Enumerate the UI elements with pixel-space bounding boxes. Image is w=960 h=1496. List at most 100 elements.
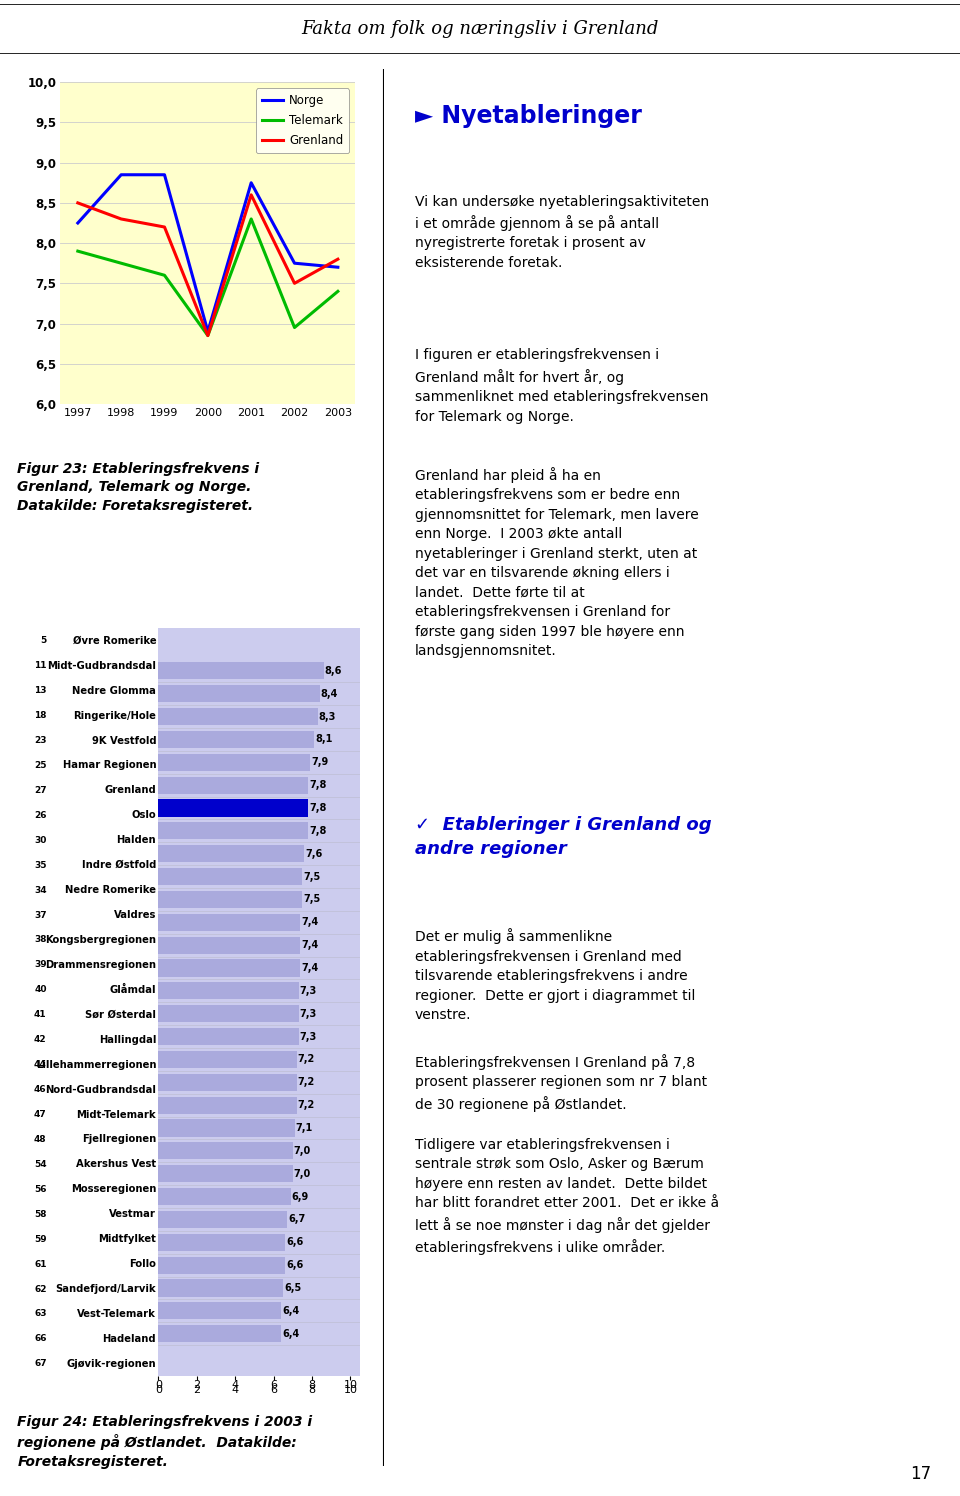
- Text: 13: 13: [35, 687, 47, 696]
- Text: 35: 35: [35, 860, 47, 869]
- Text: 37: 37: [34, 911, 47, 920]
- Text: 17: 17: [910, 1465, 931, 1483]
- Text: 7,3: 7,3: [300, 986, 317, 996]
- Text: 7,3: 7,3: [300, 1032, 317, 1041]
- Bar: [158, 823, 308, 839]
- Text: 7,3: 7,3: [300, 1008, 317, 1019]
- Text: Vestmar: Vestmar: [109, 1209, 156, 1219]
- Text: Midt-Gudbrandsdal: Midt-Gudbrandsdal: [47, 661, 156, 670]
- Bar: [158, 1165, 293, 1182]
- Text: 0: 0: [155, 1379, 162, 1390]
- Text: 8,6: 8,6: [324, 666, 342, 676]
- Bar: [158, 868, 302, 886]
- Text: 11: 11: [35, 661, 47, 670]
- Telemark: [203, 326, 214, 344]
- Bar: [158, 1143, 293, 1159]
- Text: Mosseregionen: Mosseregionen: [71, 1185, 156, 1194]
- Bar: [158, 1325, 281, 1342]
- Text: 58: 58: [35, 1210, 47, 1219]
- Text: 6,5: 6,5: [284, 1284, 301, 1293]
- Text: 8: 8: [308, 1379, 316, 1390]
- Text: 6,7: 6,7: [288, 1215, 305, 1224]
- Text: I figuren er etableringsfrekvensen i
Grenland målt for hvert år, og
sammenliknet: I figuren er etableringsfrekvensen i Gre…: [415, 349, 708, 423]
- Text: 7,4: 7,4: [301, 939, 319, 950]
- Text: 6,6: 6,6: [286, 1237, 303, 1248]
- Text: Hallingdal: Hallingdal: [99, 1035, 156, 1044]
- Bar: [158, 1234, 285, 1251]
- Text: Figur 23: Etableringsfrekvens i
Grenland, Telemark og Norge.
Datakilde: Foretaks: Figur 23: Etableringsfrekvens i Grenland…: [17, 462, 259, 513]
- Line: Telemark: Telemark: [78, 218, 338, 335]
- Text: Sandefjord/Larvik: Sandefjord/Larvik: [56, 1284, 156, 1294]
- Bar: [158, 1050, 297, 1068]
- Text: 5: 5: [40, 636, 47, 645]
- Text: Oslo: Oslo: [132, 811, 156, 820]
- Bar: [158, 1028, 299, 1046]
- Text: 40: 40: [35, 986, 47, 995]
- Text: Figur 24: Etableringsfrekvens i 2003 i
regionene på Østlandet.  Datakilde:
Foret: Figur 24: Etableringsfrekvens i 2003 i r…: [17, 1415, 312, 1469]
- Text: Øvre Romerike: Øvre Romerike: [73, 636, 156, 646]
- Bar: [158, 892, 302, 908]
- Text: Kongsbergregionen: Kongsbergregionen: [45, 935, 156, 945]
- Telemark: [72, 242, 84, 260]
- Text: 7,5: 7,5: [303, 895, 321, 905]
- Text: Midt-Telemark: Midt-Telemark: [77, 1110, 156, 1119]
- Text: 18: 18: [35, 711, 47, 720]
- Text: 48: 48: [34, 1135, 47, 1144]
- Text: Follo: Follo: [130, 1260, 156, 1269]
- Line: Norge: Norge: [78, 175, 338, 332]
- Bar: [158, 983, 299, 999]
- Bar: [158, 754, 310, 770]
- Line: Grenland: Grenland: [78, 194, 338, 335]
- Text: 4: 4: [231, 1379, 239, 1390]
- Text: Fjellregionen: Fjellregionen: [82, 1134, 156, 1144]
- Text: 7,5: 7,5: [303, 872, 321, 881]
- Grenland: [246, 186, 257, 203]
- Text: 34: 34: [34, 886, 47, 895]
- Bar: [158, 685, 320, 702]
- Text: 2: 2: [193, 1379, 201, 1390]
- Text: 46: 46: [34, 1085, 47, 1094]
- Telemark: [332, 283, 344, 301]
- Grenland: [332, 250, 344, 268]
- Text: 7,6: 7,6: [305, 848, 323, 859]
- Grenland: [158, 218, 170, 236]
- Text: Glåmdal: Glåmdal: [109, 984, 156, 995]
- Text: 7,0: 7,0: [294, 1168, 311, 1179]
- Norge: [72, 214, 84, 232]
- Bar: [158, 959, 300, 977]
- Text: Gjøvik-regionen: Gjøvik-regionen: [66, 1358, 156, 1369]
- Text: 9K Vestfold: 9K Vestfold: [91, 736, 156, 745]
- Text: 6,4: 6,4: [282, 1306, 300, 1316]
- Bar: [158, 1097, 297, 1113]
- Text: 59: 59: [34, 1234, 47, 1243]
- Text: 27: 27: [34, 785, 47, 794]
- Text: Nedre Glomma: Nedre Glomma: [72, 685, 156, 696]
- Bar: [158, 799, 308, 817]
- Text: Ringerike/Hole: Ringerike/Hole: [73, 711, 156, 721]
- Bar: [158, 776, 308, 794]
- Text: 63: 63: [35, 1309, 47, 1318]
- Text: Indre Østfold: Indre Østfold: [82, 860, 156, 871]
- Text: 7,4: 7,4: [301, 917, 319, 928]
- Text: 7,2: 7,2: [298, 1100, 315, 1110]
- Norge: [332, 259, 344, 277]
- Bar: [158, 1074, 297, 1091]
- Text: 7,2: 7,2: [298, 1077, 315, 1088]
- Telemark: [115, 254, 127, 272]
- Telemark: [246, 209, 257, 227]
- Text: Halden: Halden: [116, 835, 156, 845]
- Norge: [203, 323, 214, 341]
- Text: Akershus Vest: Akershus Vest: [76, 1159, 156, 1170]
- Text: Sør Østerdal: Sør Østerdal: [85, 1010, 156, 1020]
- Norge: [115, 166, 127, 184]
- Text: 6: 6: [270, 1379, 277, 1390]
- Bar: [158, 1005, 299, 1022]
- Text: 7,9: 7,9: [311, 757, 328, 767]
- Text: Midtfylket: Midtfylket: [98, 1234, 156, 1245]
- Text: Fakta om folk og næringsliv i Grenland: Fakta om folk og næringsliv i Grenland: [301, 19, 659, 39]
- Text: Vest-Telemark: Vest-Telemark: [78, 1309, 156, 1319]
- Text: Hamar Regionen: Hamar Regionen: [62, 760, 156, 770]
- Text: Grenland har pleid å ha en
etableringsfrekvens som er bedre enn
gjennomsnittet f: Grenland har pleid å ha en etableringsfr…: [415, 467, 699, 658]
- Bar: [158, 1119, 295, 1137]
- Bar: [158, 1257, 285, 1273]
